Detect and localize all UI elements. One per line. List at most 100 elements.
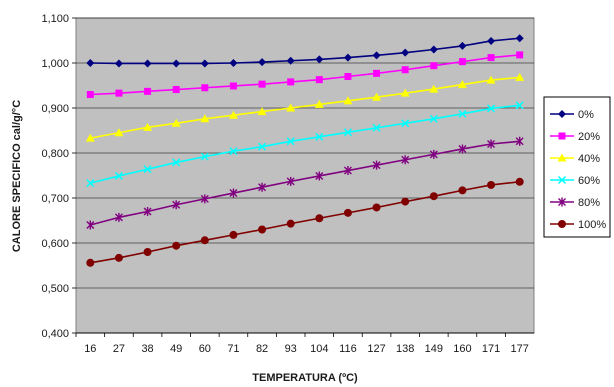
data-point-20pct: [287, 78, 295, 86]
data-point-0pct: [487, 36, 496, 45]
data-point-0pct: [86, 59, 95, 67]
plot-area: [75, 17, 535, 334]
data-point-40pct: [114, 128, 124, 137]
x-tick-label: 116: [339, 343, 357, 355]
data-point-0pct: [429, 45, 438, 54]
data-point-60pct: [86, 179, 95, 188]
data-point-100pct: [372, 203, 381, 212]
data-point-20pct: [172, 86, 180, 94]
data-point-100pct: [258, 225, 267, 234]
data-point-60pct: [515, 101, 524, 110]
legend-marker-80pct: [558, 197, 566, 207]
data-point-80pct: [458, 144, 467, 154]
data-point-100pct: [515, 177, 524, 186]
data-point-80pct: [114, 212, 123, 222]
series-20pct: [86, 51, 524, 98]
x-axis-title: TEMPERATURA (ºC): [252, 372, 358, 384]
y-tick-label: 0,400: [41, 328, 69, 340]
data-point-40pct: [85, 133, 95, 142]
data-point-100pct: [86, 258, 95, 267]
data-point-0pct: [515, 34, 524, 43]
data-point-60pct: [343, 128, 352, 137]
data-point-80pct: [172, 200, 181, 210]
x-axis: 16 27 38 49 60 71 82 93 104 116 127 138 149 160 171 177: [75, 332, 534, 355]
data-point-0pct: [343, 53, 352, 62]
data-point-60pct: [458, 109, 467, 118]
series-line-40pct: [90, 76, 520, 139]
data-point-40pct: [200, 114, 210, 123]
data-point-40pct: [257, 107, 267, 116]
data-point-80pct: [372, 160, 381, 170]
data-point-60pct: [114, 171, 123, 180]
data-point-80pct: [286, 176, 295, 186]
data-point-60pct: [372, 123, 381, 132]
data-point-60pct: [229, 147, 238, 156]
data-point-20pct: [258, 80, 266, 88]
x-tick-label: 38: [141, 343, 153, 355]
x-tick-label: 138: [396, 343, 414, 355]
data-point-40pct: [400, 88, 410, 97]
data-point-0pct: [143, 59, 152, 68]
data-point-100pct: [487, 180, 496, 189]
data-point-60pct: [487, 104, 496, 113]
data-point-0pct: [229, 59, 238, 67]
legend-marker-40pct: [557, 153, 567, 162]
y-axis: 0,400 0,500 0,600 0,700 0,800 0,900 1,000 1,100: [41, 13, 76, 340]
data-point-20pct: [458, 58, 466, 66]
data-point-40pct: [515, 72, 525, 81]
legend-marker-100pct: [558, 220, 566, 228]
data-point-100pct: [143, 248, 152, 256]
series-40pct: [85, 72, 525, 142]
data-point-20pct: [401, 66, 409, 74]
legend-marker-20pct: [558, 132, 566, 140]
data-point-40pct: [429, 84, 439, 93]
data-point-60pct: [200, 152, 209, 161]
data-point-100pct: [401, 197, 410, 206]
x-tick-label: 171: [482, 343, 500, 355]
series-line-20pct: [90, 54, 520, 96]
y-tick-label: 1,100: [41, 13, 69, 25]
data-point-100pct: [315, 214, 324, 223]
data-point-80pct: [401, 155, 410, 165]
y-tick-label: 0,600: [41, 238, 69, 250]
legend-label-20pct: 20%: [578, 131, 600, 143]
data-point-20pct: [373, 69, 381, 77]
data-point-60pct: [143, 165, 152, 174]
data-point-0pct: [372, 51, 381, 60]
data-point-20pct: [86, 91, 94, 98]
legend-marker-0pct: [558, 110, 566, 118]
data-point-60pct: [401, 119, 410, 128]
data-point-100pct: [343, 208, 352, 217]
x-tick-label: 27: [113, 343, 125, 355]
data-point-60pct: [286, 137, 295, 146]
series-line-60pct: [90, 104, 520, 184]
series-80pct: [86, 136, 524, 230]
legend-label-80pct: 80%: [578, 197, 600, 209]
series-line-100pct: [90, 181, 520, 264]
data-point-40pct: [171, 118, 181, 127]
data-point-40pct: [228, 110, 238, 119]
data-point-0pct: [458, 41, 467, 50]
x-tick-label: 104: [310, 343, 328, 355]
data-point-20pct: [487, 54, 495, 62]
y-tick-label: 1,000: [41, 58, 69, 70]
series-0pct: [86, 34, 524, 68]
data-point-60pct: [429, 114, 438, 123]
x-tick-label: 160: [453, 343, 471, 355]
legend-label-0pct: 0%: [578, 109, 594, 121]
data-point-20pct: [115, 89, 123, 97]
data-point-0pct: [315, 55, 324, 64]
data-point-20pct: [516, 51, 524, 59]
data-point-80pct: [86, 220, 95, 230]
legend-label-60pct: 60%: [578, 175, 600, 187]
data-point-80pct: [343, 166, 352, 176]
legend: 0% 20% 40% 60% 80% 100%: [543, 96, 611, 238]
data-point-60pct: [172, 158, 181, 167]
x-tick-label: 177: [511, 343, 529, 355]
data-point-20pct: [344, 73, 352, 80]
data-point-40pct: [486, 75, 496, 84]
series-100pct: [86, 177, 524, 267]
x-tick-label: 149: [425, 343, 443, 355]
data-point-80pct: [429, 149, 438, 159]
data-point-0pct: [286, 56, 295, 65]
